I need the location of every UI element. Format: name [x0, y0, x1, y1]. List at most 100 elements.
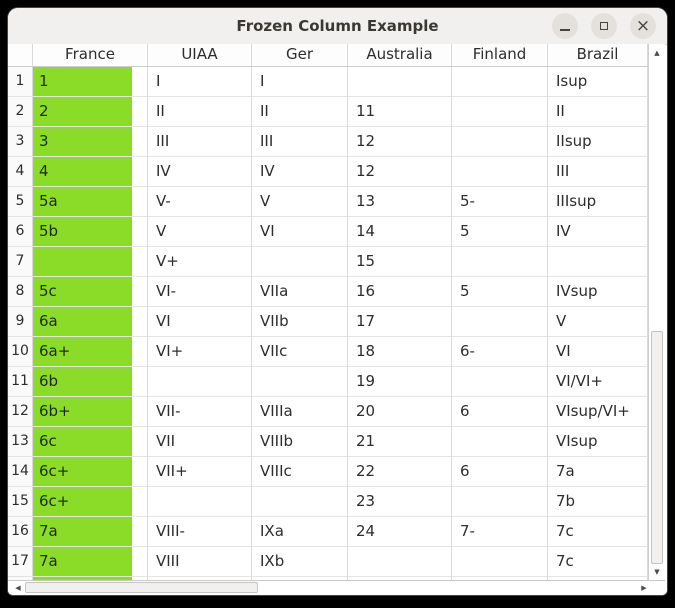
table-cell-finland[interactable]	[452, 157, 548, 187]
table-cell-france[interactable]: 2	[33, 97, 148, 127]
table-cell-australia[interactable]: 20	[348, 397, 452, 427]
table-cell-uiaa[interactable]: VII	[148, 427, 252, 457]
table-cell-ger[interactable]: IV	[252, 157, 348, 187]
column-header-france[interactable]: France	[33, 44, 148, 67]
row-header[interactable]: 6	[8, 217, 33, 247]
table-cell-brazil[interactable]: 7a	[548, 457, 648, 487]
table-cell-finland[interactable]	[452, 67, 548, 97]
table-cell-ger[interactable]: VIIc	[252, 337, 348, 367]
table-cell-ger[interactable]: VIIb	[252, 307, 348, 337]
table-cell-uiaa[interactable]: II	[148, 97, 252, 127]
table-cell-france[interactable]: 6a+	[33, 337, 148, 367]
frozen-cell-highlight[interactable]: 6c+	[33, 457, 132, 486]
table-cell-ger[interactable]	[252, 367, 348, 397]
table-cell-uiaa[interactable]: VI+	[148, 337, 252, 367]
horizontal-scrollbar-thumb[interactable]	[25, 582, 258, 593]
table-cell-uiaa[interactable]: VII-	[148, 397, 252, 427]
frozen-cell-highlight[interactable]: 7a	[33, 547, 132, 576]
table-cell-brazil[interactable]: V	[548, 307, 648, 337]
table-cell-brazil[interactable]: IV	[548, 217, 648, 247]
frozen-cell-highlight[interactable]: 5a	[33, 187, 132, 216]
table-cell-brazil[interactable]	[548, 247, 648, 277]
row-header[interactable]: 11	[8, 367, 33, 397]
scroll-down-icon[interactable]: ▼	[654, 568, 660, 576]
column-header-finland[interactable]: Finland	[452, 44, 548, 67]
table-cell-uiaa[interactable]: V+	[148, 247, 252, 277]
table-cell-france[interactable]: 6c+	[33, 487, 148, 517]
table-cell-australia[interactable]: 22	[348, 457, 452, 487]
frozen-cell-highlight[interactable]: 6a	[33, 307, 132, 336]
table-cell-uiaa[interactable]: V-	[148, 187, 252, 217]
table-cell-finland[interactable]	[452, 487, 548, 517]
frozen-cell-highlight[interactable]: 7a	[33, 517, 132, 546]
table-cell-finland[interactable]: 7-	[452, 517, 548, 547]
table-cell-finland[interactable]	[452, 427, 548, 457]
table-cell-uiaa[interactable]: VIII-	[148, 517, 252, 547]
frozen-cell-highlight[interactable]: 6a+	[33, 337, 132, 366]
frozen-cell-highlight[interactable]: 6c	[33, 427, 132, 456]
table-cell-ger[interactable]: VIIIa	[252, 397, 348, 427]
vertical-scrollbar-thumb[interactable]	[651, 331, 663, 564]
table-cell-finland[interactable]	[452, 127, 548, 157]
frozen-cell-highlight[interactable]: 3	[33, 127, 132, 156]
table-cell-france[interactable]: 5c	[33, 277, 148, 307]
table-cell-finland[interactable]: 5-	[452, 187, 548, 217]
row-header[interactable]: 14	[8, 457, 33, 487]
scroll-up-icon[interactable]: ▲	[654, 49, 660, 57]
scroll-left-icon[interactable]: ◀	[15, 584, 21, 592]
table-cell-brazil[interactable]: VIsup	[548, 427, 648, 457]
table-cell-ger[interactable]: I	[252, 67, 348, 97]
table-cell-ger[interactable]: VIIIb	[252, 427, 348, 457]
frozen-cell-highlight[interactable]: 5b	[33, 217, 132, 246]
table-cell-uiaa[interactable]: VI-	[148, 277, 252, 307]
table-cell-france[interactable]: 7a	[33, 547, 148, 577]
frozen-cell-highlight[interactable]: 5c	[33, 277, 132, 306]
frozen-cell-highlight[interactable]: 6c+	[33, 487, 132, 516]
table-cell-france[interactable]: 7a	[33, 517, 148, 547]
table-cell-brazil[interactable]: 7c	[548, 547, 648, 577]
column-header-australia[interactable]: Australia	[348, 44, 452, 67]
table-cell-finland[interactable]: 6	[452, 397, 548, 427]
table-cell-ger[interactable]: IXb	[252, 547, 348, 577]
table-cell-australia[interactable]: 17	[348, 307, 452, 337]
table-cell-ger[interactable]: IXa	[252, 517, 348, 547]
table-cell-france[interactable]: 3	[33, 127, 148, 157]
table-cell-brazil[interactable]: VIsup/VI+	[548, 397, 648, 427]
table-cell-uiaa[interactable]: V	[148, 217, 252, 247]
row-header[interactable]: 10	[8, 337, 33, 367]
table-cell-australia[interactable]: 11	[348, 97, 452, 127]
row-header[interactable]: 2	[8, 97, 33, 127]
table-cell-uiaa[interactable]: IV	[148, 157, 252, 187]
row-header[interactable]: 8	[8, 277, 33, 307]
row-header[interactable]: 7	[8, 247, 33, 277]
table-cell-australia[interactable]: 14	[348, 217, 452, 247]
table-cell-brazil[interactable]: IIIsup	[548, 187, 648, 217]
frozen-cell-highlight[interactable]: 6b+	[33, 397, 132, 426]
table-cell-ger[interactable]: VIIa	[252, 277, 348, 307]
row-header[interactable]: 4	[8, 157, 33, 187]
table-cell-finland[interactable]: 5	[452, 217, 548, 247]
frozen-cell-highlight[interactable]	[33, 247, 132, 276]
table-cell-australia[interactable]: 21	[348, 427, 452, 457]
table-cell-finland[interactable]	[452, 547, 548, 577]
table-cell-australia[interactable]: 18	[348, 337, 452, 367]
row-header[interactable]: 17	[8, 547, 33, 577]
table-cell-ger[interactable]: VIIIc	[252, 457, 348, 487]
table-cell-uiaa[interactable]: VI	[148, 307, 252, 337]
table-cell-australia[interactable]: 24	[348, 517, 452, 547]
table-cell-australia[interactable]: 23	[348, 487, 452, 517]
row-header[interactable]: 16	[8, 517, 33, 547]
table-cell-finland[interactable]	[452, 367, 548, 397]
table-cell-finland[interactable]: 5	[452, 277, 548, 307]
table-cell-france[interactable]: 5a	[33, 187, 148, 217]
table-cell-australia[interactable]: 16	[348, 277, 452, 307]
row-header[interactable]: 12	[8, 397, 33, 427]
table-cell-finland[interactable]	[452, 247, 548, 277]
maximize-button[interactable]	[591, 13, 617, 39]
table-cell-france[interactable]: 6b	[33, 367, 148, 397]
table-cell-brazil[interactable]: IIsup	[548, 127, 648, 157]
table-cell-finland[interactable]	[452, 307, 548, 337]
table-cell-uiaa[interactable]	[148, 487, 252, 517]
table-cell-france[interactable]: 5b	[33, 217, 148, 247]
row-header[interactable]: 3	[8, 127, 33, 157]
